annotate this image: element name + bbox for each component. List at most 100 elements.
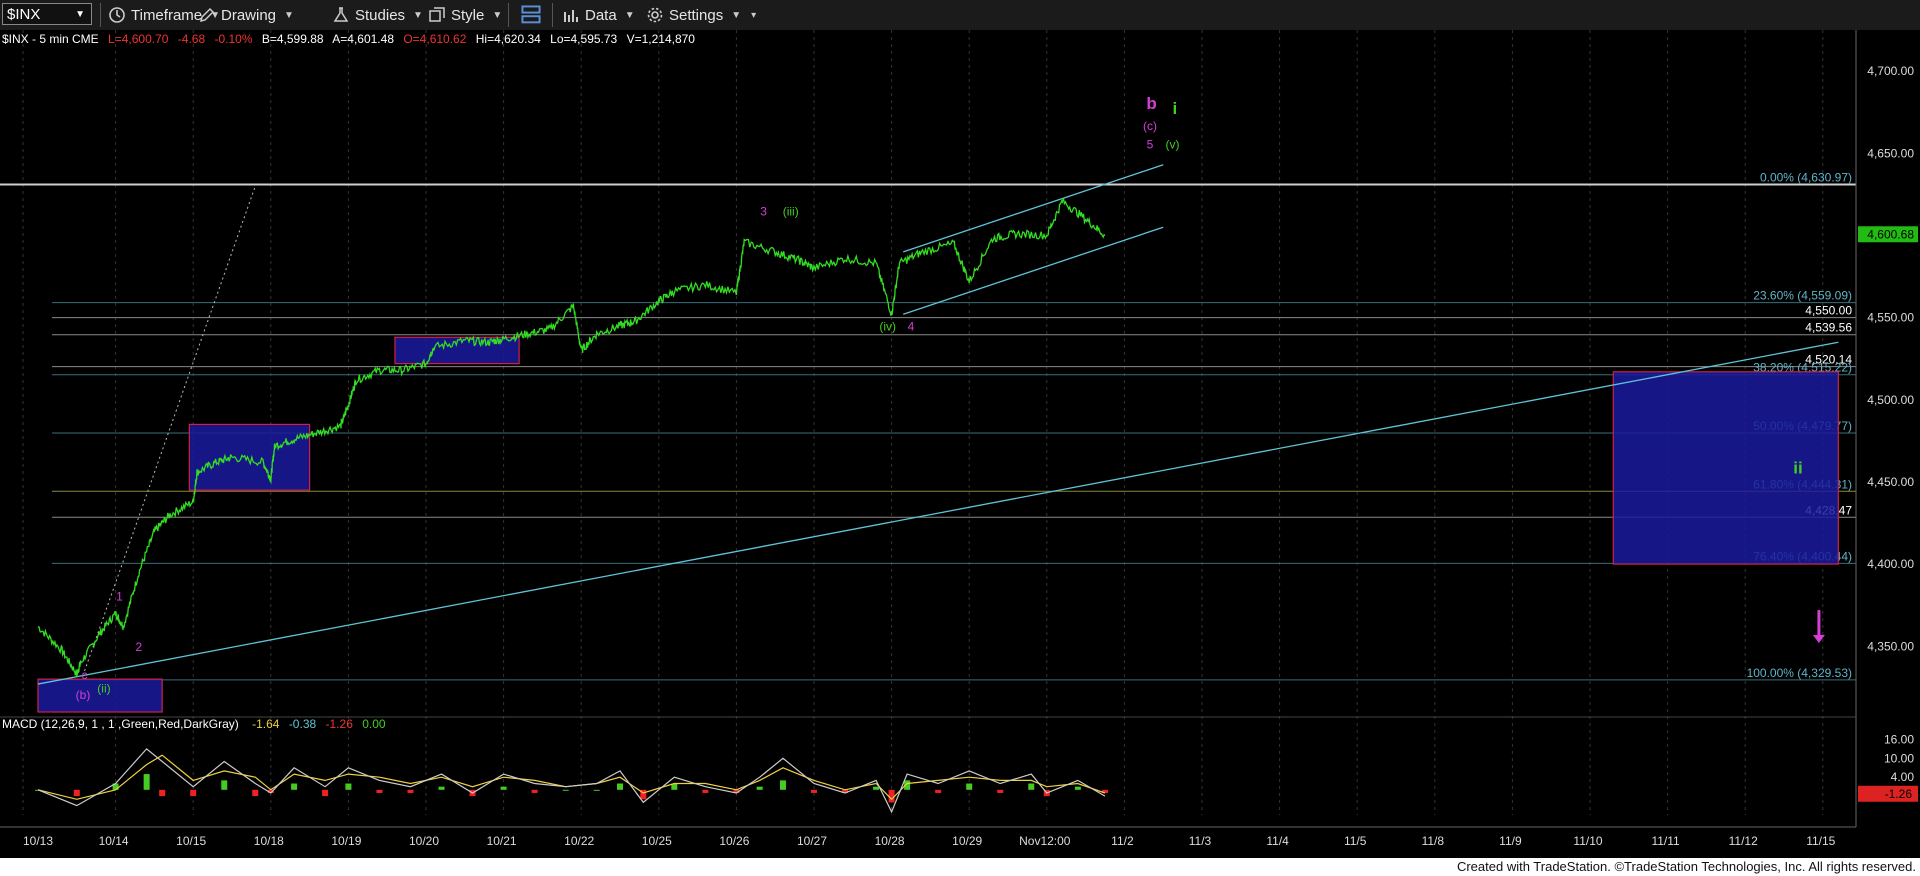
settings-button[interactable]: Settings ▼ ▾	[646, 4, 756, 26]
macd-header: MACD (12,26,9, 1 , 1 ,Green,Red,DarkGray…	[2, 717, 386, 731]
data-button[interactable]: Data ▼	[562, 4, 635, 26]
x-tick-label: 10/15	[176, 834, 206, 848]
toolbar-divider	[508, 3, 509, 27]
x-tick-label: 11/15	[1806, 834, 1835, 848]
macd-histogram-bar	[159, 789, 166, 797]
header-open: O=4,610.62	[403, 32, 466, 46]
macd-histogram-bar	[143, 774, 150, 790]
wave-label: c	[82, 668, 88, 682]
x-tick-label: 10/19	[331, 834, 361, 848]
header-volume: V=1,214,870	[627, 32, 696, 46]
level-label: 23.60% (4,559.09)	[1753, 289, 1852, 303]
macd-histogram-bar	[640, 789, 647, 800]
chevron-down-icon: ▼	[624, 9, 635, 21]
macd-histogram-bar	[842, 789, 849, 793]
macd-value-1: -1.64	[252, 717, 280, 731]
x-tick-label: 11/2	[1111, 834, 1134, 848]
y-tick-label: 4,550.00	[1867, 311, 1914, 325]
x-tick-label: 11/12	[1729, 834, 1758, 848]
wave-label: (ii)	[97, 681, 110, 695]
macd-histogram-bar	[112, 783, 119, 790]
clock-icon	[109, 7, 125, 23]
chevron-down-icon: ▼	[210, 9, 221, 21]
macd-histogram-bar	[376, 789, 383, 793]
y-tick-label: 4,450.00	[1867, 475, 1914, 489]
flask-icon	[333, 7, 349, 22]
y-tick-label: 4,700.00	[1867, 64, 1914, 78]
toolbar-divider	[100, 3, 101, 27]
macd-y-tick-label: 16.00	[1884, 732, 1914, 746]
x-tick-label: 10/14	[99, 834, 129, 848]
header-high: Hi=4,620.34	[476, 32, 541, 46]
macd-histogram-bar	[888, 789, 895, 803]
symbol-selector[interactable]: $INX ▼	[2, 3, 92, 25]
macd-histogram-bar	[756, 786, 763, 790]
toolbar-divider	[552, 3, 553, 27]
trendline	[37, 341, 1839, 685]
macd-histogram-bar	[873, 786, 880, 790]
grid	[22, 30, 1824, 815]
macd-histogram-bar	[322, 789, 329, 797]
wave-label: 1	[116, 589, 123, 603]
wave-label: 4	[908, 320, 915, 334]
x-tick-label: 11/5	[1344, 834, 1367, 848]
level-label: 100.00% (4,329.53)	[1747, 666, 1852, 680]
chart-background	[0, 30, 1920, 858]
last-price-tag	[1858, 226, 1918, 243]
macd-histogram-bar	[702, 789, 709, 793]
wave-label: (v)	[1166, 137, 1180, 151]
header-info: $INX - 5 min CME L=4,600.70 -4.68 -0.10%…	[2, 32, 695, 46]
x-tick-label: 10/25	[642, 834, 672, 848]
wave-label: (iv)	[879, 320, 896, 334]
macd-histogram-bar	[73, 789, 80, 797]
macd-histogram-bar	[267, 789, 274, 793]
macd-histogram-bar	[562, 789, 569, 791]
y-tick-label: 4,500.00	[1867, 393, 1914, 407]
macd-line	[37, 748, 1106, 814]
x-tick-label: 10/29	[952, 834, 982, 848]
wave-label: 3	[760, 205, 767, 219]
overflow-icon[interactable]: ▾	[751, 9, 757, 21]
drawing-button[interactable]: Drawing ▼	[198, 4, 294, 26]
level-label: 4,539.56	[1805, 321, 1852, 335]
macd-histogram-bar	[438, 786, 445, 790]
timeframe-button[interactable]: Timeframe ▼	[108, 4, 220, 26]
wave-label: i	[1172, 99, 1177, 118]
zone-box	[37, 678, 163, 713]
chart-area[interactable]: 0.00% (4,630.97)23.60% (4,559.09)4,550.0…	[0, 30, 1920, 858]
price-line	[37, 197, 1106, 677]
macd-histogram-bar	[531, 789, 538, 793]
y-tick-label: 4,350.00	[1867, 639, 1914, 653]
x-tick-label: 10/28	[875, 834, 905, 848]
wave-label: ii	[1793, 459, 1802, 478]
x-tick-label: 10/18	[254, 834, 284, 848]
chart-style-icon	[429, 7, 445, 22]
gear-icon	[647, 7, 663, 23]
drawing-label: Drawing	[221, 6, 277, 24]
macd-histogram-bar	[345, 783, 352, 790]
macd-histogram-bar	[935, 789, 942, 793]
dotted-projection	[84, 185, 256, 672]
style-button[interactable]: Style ▼	[428, 4, 502, 26]
x-tick-label: Nov12:00	[1019, 834, 1071, 848]
macd-histogram-bar	[252, 789, 259, 797]
trendline	[903, 164, 1164, 253]
macd-histogram-bar	[904, 780, 911, 790]
settings-label: Settings	[669, 6, 724, 24]
footer-credit: Created with TradeStation. ©TradeStation…	[1456, 859, 1916, 874]
x-tick-label: 11/10	[1573, 834, 1602, 848]
footer: Created with TradeStation. ©TradeStation…	[0, 858, 1920, 876]
macd-value-4: 0.00	[362, 717, 386, 731]
wave-label: 2	[136, 640, 143, 654]
zone-boxes	[37, 336, 1839, 713]
macd-pane	[35, 748, 1108, 814]
zone-box	[188, 423, 311, 491]
y-tick-label: 4,400.00	[1867, 557, 1914, 571]
wave-label: b	[1146, 94, 1156, 113]
layout-button[interactable]	[520, 4, 547, 26]
chevron-down-icon: ▼	[413, 9, 423, 21]
x-tick-label: 10/22	[564, 834, 594, 848]
studies-button[interactable]: Studies ▼	[332, 4, 423, 26]
x-tick-label: 11/4	[1266, 834, 1289, 848]
macd-last-label: -1.26	[1885, 787, 1913, 801]
